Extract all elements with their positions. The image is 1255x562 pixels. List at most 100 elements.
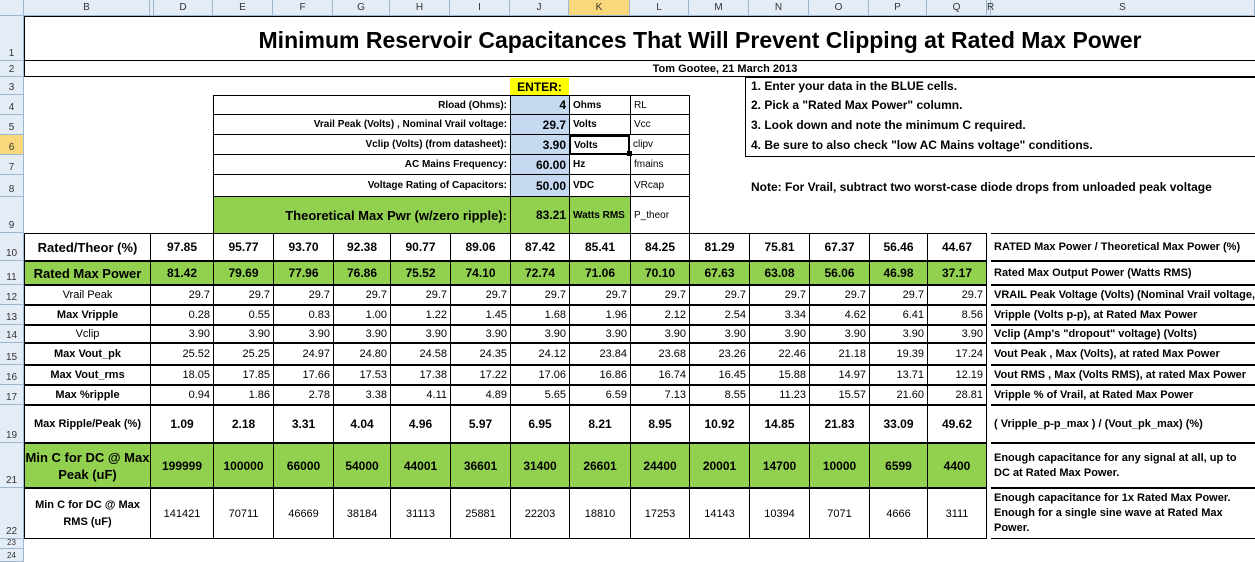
table-cell[interactable]: 63.08 — [749, 261, 809, 285]
table-cell[interactable]: 1.09 — [150, 405, 213, 443]
table-cell[interactable]: 14.85 — [749, 405, 809, 443]
table-cell[interactable]: 89.06 — [450, 233, 510, 261]
table-cell[interactable]: 29.7 — [333, 285, 390, 305]
row-header-9[interactable]: 9 — [0, 197, 24, 233]
table-cell[interactable]: 4666 — [869, 488, 927, 539]
table-cell[interactable]: 70711 — [213, 488, 273, 539]
table-cell[interactable]: 25.25 — [213, 343, 273, 365]
table-cell[interactable]: 3.90 — [213, 325, 273, 343]
table-cell[interactable]: 70.10 — [630, 261, 689, 285]
table-cell[interactable]: 36601 — [450, 443, 510, 488]
table-cell[interactable]: 3.90 — [869, 325, 927, 343]
table-cell[interactable]: 87.42 — [510, 233, 569, 261]
table-cell[interactable]: 17.06 — [510, 365, 569, 385]
table-cell[interactable]: 77.96 — [273, 261, 333, 285]
table-cell[interactable]: 26601 — [569, 443, 630, 488]
table-cell[interactable]: 16.86 — [569, 365, 630, 385]
row-label[interactable]: Min C for DC @ Max Peak (uF) — [24, 443, 150, 488]
table-cell[interactable]: 4.11 — [390, 385, 450, 405]
table-cell[interactable]: 17.22 — [450, 365, 510, 385]
table-cell[interactable]: 29.7 — [213, 285, 273, 305]
table-cell[interactable]: 10394 — [749, 488, 809, 539]
table-cell[interactable]: 4.62 — [809, 305, 869, 325]
table-cell[interactable]: 24.97 — [273, 343, 333, 365]
table-cell[interactable]: 31113 — [390, 488, 450, 539]
table-cell[interactable]: 18810 — [569, 488, 630, 539]
table-cell[interactable]: 75.81 — [749, 233, 809, 261]
table-cell[interactable]: 4.96 — [390, 405, 450, 443]
table-cell[interactable]: 24.80 — [333, 343, 390, 365]
table-cell[interactable]: 15.88 — [749, 365, 809, 385]
table-cell[interactable]: 29.7 — [869, 285, 927, 305]
input-vrcap[interactable]: 50.00 — [510, 175, 569, 197]
table-cell[interactable]: 14700 — [749, 443, 809, 488]
table-cell[interactable]: 3.90 — [333, 325, 390, 343]
table-cell[interactable]: 3.90 — [749, 325, 809, 343]
table-cell[interactable]: 2.54 — [689, 305, 749, 325]
row-label[interactable]: Max Vout_rms — [24, 365, 150, 385]
table-cell[interactable]: 49.62 — [927, 405, 987, 443]
table-cell[interactable]: 1.68 — [510, 305, 569, 325]
row-header-24[interactable]: 24 — [0, 549, 24, 562]
table-cell[interactable]: 23.84 — [569, 343, 630, 365]
table-cell[interactable]: 13.71 — [869, 365, 927, 385]
table-cell[interactable]: 8.55 — [689, 385, 749, 405]
table-cell[interactable]: 1.45 — [450, 305, 510, 325]
table-cell[interactable]: 7071 — [809, 488, 869, 539]
table-cell[interactable]: 0.94 — [150, 385, 213, 405]
column-header-k[interactable]: K — [569, 0, 630, 15]
table-cell[interactable]: 29.7 — [569, 285, 630, 305]
table-cell[interactable]: 29.7 — [510, 285, 569, 305]
table-cell[interactable]: 4.04 — [333, 405, 390, 443]
table-cell[interactable]: 93.70 — [273, 233, 333, 261]
row-header-1[interactable]: 1 — [0, 16, 24, 61]
table-cell[interactable]: 25881 — [450, 488, 510, 539]
row-header-19[interactable]: 19 — [0, 405, 24, 443]
table-cell[interactable]: 56.06 — [809, 261, 869, 285]
table-cell[interactable]: 1.00 — [333, 305, 390, 325]
select-all-corner[interactable] — [0, 0, 24, 15]
column-header-b[interactable]: B — [24, 0, 150, 15]
table-cell[interactable]: 1.86 — [213, 385, 273, 405]
table-cell[interactable]: 29.7 — [749, 285, 809, 305]
column-header-q[interactable]: Q — [927, 0, 987, 15]
row-header-23[interactable]: 23 — [0, 538, 24, 549]
fill-handle[interactable] — [627, 151, 632, 156]
table-cell[interactable]: 1.22 — [390, 305, 450, 325]
table-cell[interactable]: 6.95 — [510, 405, 569, 443]
table-cell[interactable]: 24.12 — [510, 343, 569, 365]
table-cell[interactable]: 16.45 — [689, 365, 749, 385]
table-cell[interactable]: 22.46 — [749, 343, 809, 365]
row-label[interactable]: Max %ripple — [24, 385, 150, 405]
table-cell[interactable]: 17.85 — [213, 365, 273, 385]
column-header-o[interactable]: O — [809, 0, 869, 15]
table-cell[interactable]: 10000 — [809, 443, 869, 488]
table-cell[interactable]: 29.7 — [689, 285, 749, 305]
table-cell[interactable]: 2.12 — [630, 305, 689, 325]
table-cell[interactable]: 6599 — [869, 443, 927, 488]
table-cell[interactable]: 10.92 — [689, 405, 749, 443]
table-cell[interactable]: 5.97 — [450, 405, 510, 443]
row-label[interactable]: Vclip — [24, 325, 150, 343]
table-cell[interactable]: 100000 — [213, 443, 273, 488]
table-cell[interactable]: 3.90 — [809, 325, 869, 343]
table-cell[interactable]: 3.90 — [630, 325, 689, 343]
row-header-4[interactable]: 4 — [0, 95, 24, 115]
table-cell[interactable]: 46669 — [273, 488, 333, 539]
row-header-21[interactable]: 21 — [0, 443, 24, 488]
table-cell[interactable]: 0.28 — [150, 305, 213, 325]
column-header-s[interactable]: S — [991, 0, 1255, 15]
table-cell[interactable]: 3.90 — [450, 325, 510, 343]
input-vclip[interactable]: 3.90 — [510, 135, 569, 155]
input-vrail[interactable]: 29.7 — [510, 115, 569, 135]
table-cell[interactable]: 29.7 — [390, 285, 450, 305]
table-cell[interactable]: 76.86 — [333, 261, 390, 285]
row-label[interactable]: Max Vripple — [24, 305, 150, 325]
table-cell[interactable]: 4400 — [927, 443, 987, 488]
table-cell[interactable]: 95.77 — [213, 233, 273, 261]
row-header-5[interactable]: 5 — [0, 115, 24, 135]
table-cell[interactable]: 20001 — [689, 443, 749, 488]
table-cell[interactable]: 3111 — [927, 488, 987, 539]
column-header-r[interactable]: R — [987, 0, 995, 15]
table-cell[interactable]: 21.60 — [869, 385, 927, 405]
